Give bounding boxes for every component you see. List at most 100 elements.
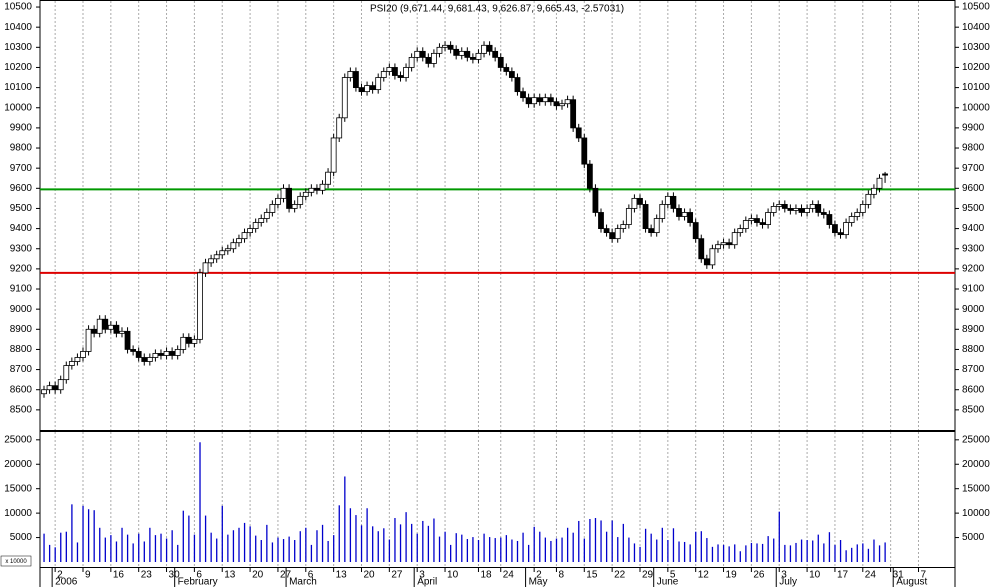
volume-bar	[138, 533, 140, 562]
volume-bar	[878, 545, 881, 562]
volume-bar	[450, 544, 452, 562]
candle-body	[68, 361, 75, 366]
volume-bar	[756, 543, 758, 562]
candle-body	[715, 244, 721, 250]
volume-bar	[126, 534, 129, 562]
candle-body	[74, 357, 81, 362]
volume-bar	[767, 536, 769, 562]
volume-bar	[338, 505, 340, 562]
candle-body	[158, 353, 164, 356]
y-tick-label: 10000	[4, 102, 32, 113]
candle-body	[781, 204, 788, 209]
volume-bar	[438, 536, 441, 562]
y-tick-label: 25000	[4, 434, 32, 445]
volume-bar	[271, 542, 274, 562]
candle-body	[759, 222, 766, 225]
candle-body	[124, 330, 131, 350]
y-tick-label: 25000	[962, 434, 990, 445]
x-tick-label: 6	[196, 570, 202, 581]
y-tick-label: 10100	[4, 82, 32, 93]
candle-body	[536, 97, 543, 103]
candle-body	[598, 212, 604, 229]
x-tick-label: 19	[726, 570, 738, 581]
volume-bar	[48, 544, 51, 562]
candle-body	[447, 44, 454, 50]
candle-body	[698, 238, 705, 260]
y-tick-label: 9100	[962, 284, 985, 295]
candle-body	[275, 197, 281, 205]
volume-bar	[43, 533, 45, 562]
x-tick-label: 24	[503, 570, 515, 581]
volume-bar	[277, 537, 279, 562]
y-tick-label: 9100	[10, 284, 33, 295]
volume-bar	[611, 520, 613, 562]
volume-bar	[839, 540, 842, 562]
candle-body	[859, 204, 866, 213]
volume-bar	[489, 537, 491, 562]
x-tick-label: 26	[753, 570, 765, 581]
y-tick-label: 10200	[4, 62, 32, 73]
candle-body	[664, 195, 671, 205]
x-tick-label: 18	[480, 570, 492, 581]
volume-bar	[656, 539, 658, 562]
candle-body	[520, 91, 526, 99]
candle-body	[130, 349, 137, 352]
y-tick-label: 9000	[962, 304, 985, 315]
volume-bar	[388, 539, 391, 562]
candle-body	[169, 351, 176, 356]
candle-body	[720, 242, 727, 246]
y-tick-label: 10300	[4, 42, 32, 53]
volume-bar	[856, 544, 858, 562]
volume-bar	[461, 534, 463, 562]
candle-body	[308, 187, 315, 193]
volume-bar	[76, 542, 79, 562]
candle-body	[609, 232, 616, 240]
volume-bar	[299, 531, 301, 562]
candle-body	[52, 385, 59, 391]
volume-bar	[82, 505, 84, 562]
volume-bar	[377, 531, 379, 562]
candle-body	[425, 56, 432, 64]
x-tick-label: 22	[614, 570, 626, 581]
volume-bar	[516, 540, 519, 562]
candle-body	[386, 67, 393, 72]
y-tick-label: 10500	[4, 2, 32, 13]
x-tick-label: 16	[113, 570, 125, 581]
x-tick-label: 17	[837, 570, 849, 581]
volume-bar	[54, 547, 56, 562]
candle-body	[163, 351, 170, 356]
candle-body	[676, 208, 682, 217]
volume-bar	[93, 510, 95, 562]
candle-body	[319, 183, 326, 191]
candle-body	[648, 228, 655, 234]
volume-bar	[321, 524, 324, 562]
volume-bar	[60, 532, 62, 562]
candle-body	[843, 222, 849, 236]
candle-body	[754, 218, 760, 223]
volume-bar	[210, 532, 212, 562]
volume-bar	[216, 538, 218, 562]
y-tick-label: 10100	[962, 82, 990, 93]
y-tick-label: 10200	[962, 62, 990, 73]
candle-body	[208, 258, 215, 264]
candle-body	[737, 228, 744, 234]
x-tick-label: 15	[586, 570, 598, 581]
volume-bar	[505, 535, 508, 562]
volume-bar	[789, 545, 792, 562]
x-tick-label: 8	[558, 570, 564, 581]
candle-body	[642, 204, 649, 229]
volume-bar	[427, 525, 430, 562]
candle-body	[503, 67, 510, 72]
candle-body	[113, 324, 120, 334]
y-tick-label: 8700	[962, 364, 985, 375]
candle-body	[659, 204, 666, 219]
y-tick-label: 10500	[962, 2, 990, 13]
x-tick-label: 9	[85, 570, 91, 581]
volume-bar	[165, 538, 168, 562]
candle-body	[603, 228, 610, 234]
x-tick-label: 12	[698, 570, 710, 581]
volume-bar	[260, 540, 262, 562]
volume-bar	[199, 442, 201, 562]
volume-bar	[121, 527, 123, 562]
candle-body	[559, 103, 565, 107]
